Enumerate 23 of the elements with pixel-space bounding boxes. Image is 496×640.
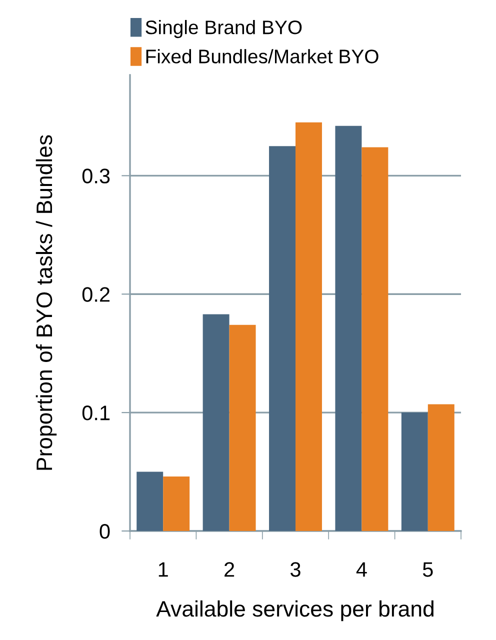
bar [362, 147, 388, 531]
legend-label: Fixed Bundles/Market BYO [146, 49, 378, 64]
bar [296, 122, 322, 531]
bar [335, 126, 362, 531]
x-tick-label: 1 [158, 562, 168, 577]
bar [401, 412, 428, 531]
x-tick-label: 5 [422, 562, 433, 577]
x-tick-label: 4 [356, 562, 367, 577]
y-tick-label: 0 [100, 524, 110, 539]
bar [163, 476, 190, 531]
x-tick-label: 3 [290, 562, 300, 577]
y-tick-label: 0.1 [82, 406, 110, 420]
bar [136, 472, 164, 531]
bar [229, 324, 256, 531]
y-tick-label: 0.2 [82, 287, 110, 302]
y-axis-title: Proportion of BYO tasks / Bundles [36, 135, 57, 470]
bar [428, 404, 454, 531]
x-tick-label: 2 [224, 562, 234, 577]
bar [202, 314, 230, 531]
bar [269, 146, 296, 531]
x-axis-title: Available services per brand [156, 600, 434, 622]
legend-label: Single Brand BYO [146, 20, 302, 38]
y-tick-label: 0.3 [82, 168, 110, 184]
